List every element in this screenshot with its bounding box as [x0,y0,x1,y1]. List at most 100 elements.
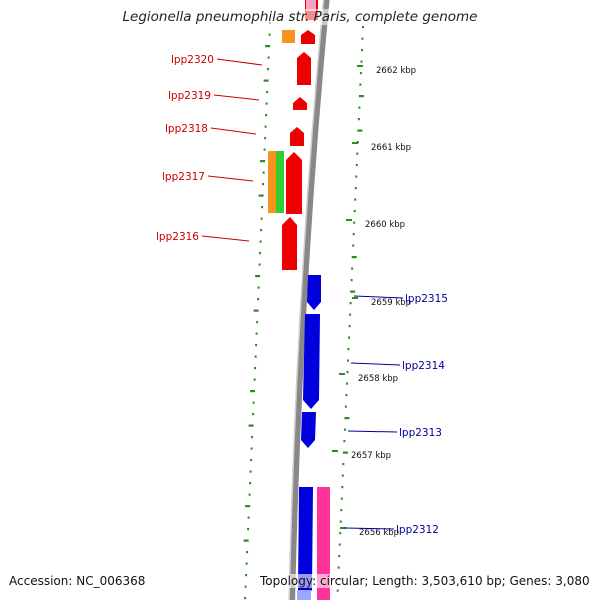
gc-skew-mark-left [263,148,266,151]
gc-skew-mark-right [356,152,359,155]
genome-backbone [289,0,330,600]
position-label: 2659 kbp [371,298,411,308]
gene-leader-line [344,527,395,530]
gc-skew-mark-left [253,309,259,312]
gc-skew-mark-right [337,566,340,569]
gc-skew-mark-left [259,252,262,255]
gc-skew-mark-right [355,175,358,178]
gc-skew-mark-right [347,359,349,362]
gene-arrow-lpp2320 [297,52,311,85]
gene-arrow-lpp2315 [307,275,321,310]
gc-skew-mark-right [357,129,363,132]
gc-skew-mark-right [359,72,362,75]
cog-feature-top [282,30,295,43]
gc-skew-mark-left [245,562,248,565]
position-label: 2656 kbp [359,528,399,538]
gc-skew-mark-right [348,336,350,339]
gene-leader-line [210,127,257,135]
gc-skew-mark-left [265,102,268,105]
gc-skew-mark-left [255,332,258,335]
gc-skew-mark-left [260,160,266,163]
topology-info: Topology: circular; Length: 3,503,610 bp… [260,574,590,588]
gc-skew-mark-left [262,171,265,174]
gc-skew-mark-left [260,217,263,220]
position-tick [340,527,346,529]
gc-skew-mark-left [264,137,267,140]
gc-skew-mark-right [358,106,361,109]
gene-arrow-lpp2313 [301,412,316,448]
position-tick [339,373,345,375]
gene-feature-top2 [301,30,315,44]
gc-skew-mark-left [246,551,249,554]
position-label: 2660 kbp [365,220,405,230]
gc-skew-mark-right [352,233,355,236]
gc-skew-mark-left [247,528,250,531]
background-features [288,0,330,600]
gc-skew-mark-left [267,56,270,59]
position-label: 2662 kbp [376,66,416,76]
gene-leader-line [213,94,260,101]
gc-skew-mark-right [351,267,354,270]
gc-skew-mark-left [244,585,247,588]
gc-skew-mark-right [358,95,364,98]
gc-skew-mark-left [250,447,253,450]
accession-label: Accession: NC_006368 [9,574,146,588]
gene-arrow-lpp2312 [298,487,313,598]
gc-skew-mark-right [346,371,349,374]
gc-skew-mark-left [252,413,255,416]
gene-label-lpp2320: lpp2320 [171,54,214,66]
gc-skew-mark-left [261,206,264,209]
map-title: Legionella pneumophila str. Paris, compl… [0,9,600,25]
gc-skew-mark-left [257,298,260,301]
gc-skew-mark-right [346,382,348,385]
gene-leader-line [350,362,401,366]
gc-skew-mark-right [341,474,344,477]
position-label: 2658 kbp [358,374,398,384]
position-scale: 2662 kbp 2661 kbp 2660 kbp 2659 kbp 2658 kbp… [332,65,416,538]
gc-skew-mark-right [345,394,348,397]
gc-skew-mark-right [342,451,348,454]
gc-skew-mark-right [353,221,356,224]
gene-arrow-lpp2319 [293,97,307,110]
cog-feature-lpp2317 [268,151,276,213]
gc-skew-mark-left [255,344,258,347]
position-tick [352,297,358,299]
gc-skew-mark-left [252,401,255,404]
gene-label-lpp2317: lpp2317 [162,171,205,183]
gene-label-lpp2316: lpp2316 [156,231,199,243]
gc-skew-mark-right [354,198,357,201]
gc-skew-mark-left [251,436,254,439]
gc-skew-mark-left [254,367,257,370]
gc-skew-mark-left [247,516,250,519]
gene-label-lpp2319: lpp2319 [168,90,211,102]
backbone-highlight [288,0,325,600]
gc-skew-mark-left [264,125,267,128]
gene-feature-top-pink [306,0,316,11]
gc-skew-mark-right [354,187,357,190]
gc-skew-mark-left [245,505,251,508]
gc-skew-mark-left [263,79,269,82]
gc-skew-mark-right [351,256,357,259]
gc-skew-mark-left [249,482,252,485]
gene-leader-line [347,430,398,433]
position-label: 2661 kbp [371,143,411,153]
gc-skew-mark-left [248,424,254,427]
cog-feature-lpp2312 [317,487,330,600]
gc-skew-mark-left [257,286,260,289]
gene-leader-line [216,58,263,66]
gc-skew-mark-left [265,45,271,48]
gc-skew-mark-right [361,49,363,52]
gc-skew-mark-right [350,279,353,282]
cog-feature-lpp2317-b [276,151,284,213]
gc-skew-mark-right [348,325,351,328]
gc-skew-mark-left [268,33,271,36]
gc-skew-mark-right [338,543,341,546]
gc-skew-mark-right [343,428,346,431]
gc-skew-mark-right [339,520,342,523]
gene-label-lpp2314: lpp2314 [402,360,445,372]
gc-skew-mark-right [340,509,343,512]
gene-feature-bottom [297,590,311,600]
gc-skew-mark-right [350,290,356,293]
gene-arrow-lpp2314 [303,314,320,409]
gc-skew-mark-right [355,164,358,167]
